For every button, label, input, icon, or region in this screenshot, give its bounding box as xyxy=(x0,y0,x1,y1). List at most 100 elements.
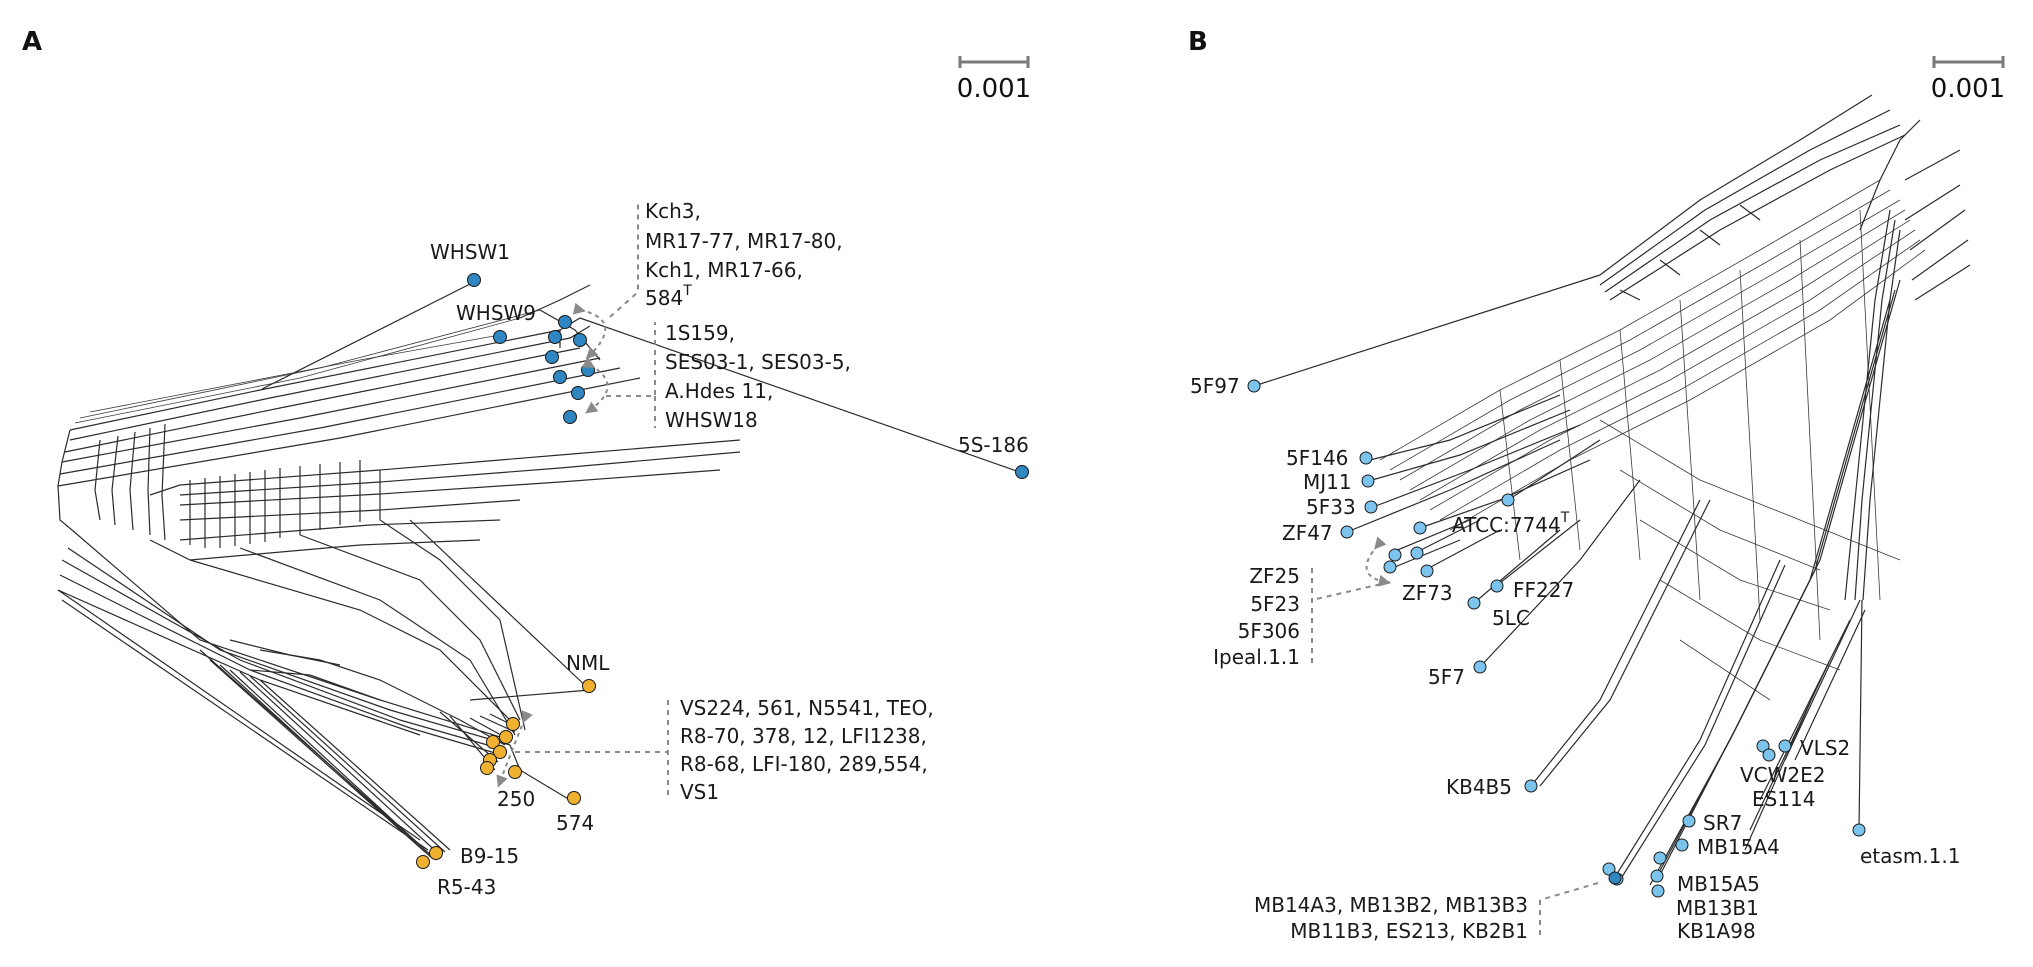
leaf-mb15a5 xyxy=(1653,851,1667,865)
label-atcc7744: ATCC:7744T xyxy=(1452,510,1570,537)
1s159-line-1: 1S159, xyxy=(665,321,735,345)
leaf-atcc7744 xyxy=(1501,493,1515,507)
leaf-5f33 xyxy=(1364,500,1378,514)
panel-a-orange-leaves xyxy=(416,679,596,869)
panel-a-annotations xyxy=(496,202,669,800)
kch-line-2: MR17-77, MR17-80, xyxy=(645,229,843,253)
zf25-line-1: ZF25 xyxy=(1249,564,1300,588)
leaf-vcw2e2 xyxy=(1756,739,1770,753)
leaf-etasm xyxy=(1852,823,1866,837)
panel-b-scale-bar: 0.001 xyxy=(1931,56,2005,104)
1s159-line-2: SES03-1, SES03-5, xyxy=(665,350,851,374)
panel-b: B 0.001 xyxy=(1188,27,2005,943)
panel-b-labels: 5F97 5F146 MJ11 5F33 ZF47 ATCC:7744T ZF7… xyxy=(1190,374,1960,943)
label-b9-15: B9-15 xyxy=(460,844,519,868)
leaf-whsw9 xyxy=(493,330,507,344)
leaf-vs-1 xyxy=(506,717,520,731)
label-zf73: ZF73 xyxy=(1402,581,1453,605)
label-5f7: 5F7 xyxy=(1428,665,1465,689)
label-whsw9: WHSW9 xyxy=(456,301,536,325)
vs224-line-2: R8-70, 378, 12, LFI1238, xyxy=(680,724,927,748)
label-5lc: 5LC xyxy=(1492,606,1530,630)
leaf-b9-15 xyxy=(429,846,443,860)
leaf-whsw1 xyxy=(467,273,481,287)
1s159-line-3: A.Hdes 11, xyxy=(665,379,773,403)
label-574: 574 xyxy=(556,811,594,835)
leaf-zf25-d xyxy=(1410,546,1424,560)
label-mb15a5: MB15A5 xyxy=(1677,872,1760,896)
leaf-kch-2 xyxy=(548,330,562,344)
leaf-ff227 xyxy=(1490,579,1504,593)
label-5s-186: 5S-186 xyxy=(958,433,1029,457)
zf25-line-4: Ipeal.1.1 xyxy=(1213,645,1300,669)
label-nml: NML xyxy=(566,651,610,675)
zf25-line-2: 5F23 xyxy=(1250,592,1300,616)
label-mb13b1: MB13B1 xyxy=(1676,896,1759,920)
mb14a3-line-1: MB14A3, MB13B2, MB13B3 xyxy=(1254,893,1528,917)
panel-a-letter: A xyxy=(22,27,42,57)
leaf-5f7 xyxy=(1473,660,1487,674)
label-5f33: 5F33 xyxy=(1306,495,1356,519)
leaf-1s159-4 xyxy=(563,410,577,424)
vs224-line-4: VS1 xyxy=(680,780,719,804)
leaf-zf25-b xyxy=(1388,548,1402,562)
panel-b-annotations xyxy=(1311,536,1599,940)
label-sr7: SR7 xyxy=(1703,811,1742,835)
leaf-mj11 xyxy=(1361,474,1375,488)
leaf-nml xyxy=(582,679,596,693)
panel-b-scale-label: 0.001 xyxy=(1931,74,2005,104)
panel-a-labels: WHSW1 WHSW9 5S-186 NML 250 574 B9-15 R5-… xyxy=(430,199,1029,899)
leaf-5lc xyxy=(1467,596,1481,610)
leaf-1s159-2 xyxy=(553,370,567,384)
kch-line-3: Kch1, MR17-66, xyxy=(645,258,803,282)
leaf-kb4b5 xyxy=(1524,779,1538,793)
leaf-zf25-c xyxy=(1383,560,1397,574)
label-5f146: 5F146 xyxy=(1286,446,1348,470)
leaf-vs-6 xyxy=(480,761,494,775)
label-es114: ES114 xyxy=(1752,787,1816,811)
leaf-kb1a98 xyxy=(1651,884,1665,898)
1s159-line-4: WHSW18 xyxy=(665,408,758,432)
label-vls2: VLS2 xyxy=(1800,736,1850,760)
leaf-kch-4 xyxy=(545,350,559,364)
leaf-kch-3 xyxy=(573,333,587,347)
leaf-mb13b1 xyxy=(1650,869,1664,883)
label-kb4b5: KB4B5 xyxy=(1446,775,1512,799)
leaf-vs-2 xyxy=(499,730,513,744)
group-vs224-labels: VS224, 561, N5541, TEO, R8-70, 378, 12, … xyxy=(680,696,934,804)
vs224-line-3: R8-68, LFI-180, 289,554, xyxy=(680,752,928,776)
panel-b-network xyxy=(1253,94,1971,886)
leaf-1s159-3 xyxy=(571,386,585,400)
leaf-mb14a3-a xyxy=(1602,862,1616,876)
panel-a-network xyxy=(57,279,1029,861)
group-zf25-labels: ZF25 5F23 5F306 Ipeal.1.1 xyxy=(1213,564,1300,669)
panel-a-scale-bar: 0.001 xyxy=(957,56,1031,104)
label-250: 250 xyxy=(497,787,535,811)
label-mb15a4: MB15A4 xyxy=(1697,835,1780,859)
label-vcw2e2: VCW2E2 xyxy=(1740,763,1826,787)
group-1s159-labels: 1S159, SES03-1, SES03-5, A.Hdes 11, WHSW… xyxy=(665,321,851,432)
label-zf47: ZF47 xyxy=(1282,521,1333,545)
leaf-zf47 xyxy=(1340,525,1354,539)
label-whsw1: WHSW1 xyxy=(430,240,510,264)
panel-a-scale-label: 0.001 xyxy=(957,74,1031,104)
leaf-mb15a4 xyxy=(1675,838,1689,852)
label-r5-43: R5-43 xyxy=(437,875,496,899)
kch-line-1: Kch3, xyxy=(645,199,701,223)
leaf-sr7 xyxy=(1682,814,1696,828)
kch-line-4: 584T xyxy=(645,283,692,310)
leaf-kch-1 xyxy=(558,315,572,329)
panel-b-leaves xyxy=(1247,379,1866,898)
leaf-zf73 xyxy=(1420,564,1434,578)
vs224-line-1: VS224, 561, N5541, TEO, xyxy=(680,696,934,720)
panel-a: A 0.001 xyxy=(22,27,1031,899)
label-ff227: FF227 xyxy=(1513,578,1574,602)
label-etasm: etasm.1.1 xyxy=(1860,844,1960,868)
panel-b-letter: B xyxy=(1188,27,1208,57)
leaf-mb14a3-c xyxy=(1608,871,1622,885)
leaf-zf25-a xyxy=(1413,521,1427,535)
label-kb1a98: KB1A98 xyxy=(1677,919,1756,943)
zf25-line-3: 5F306 xyxy=(1238,619,1300,643)
leaf-5f146 xyxy=(1359,451,1373,465)
